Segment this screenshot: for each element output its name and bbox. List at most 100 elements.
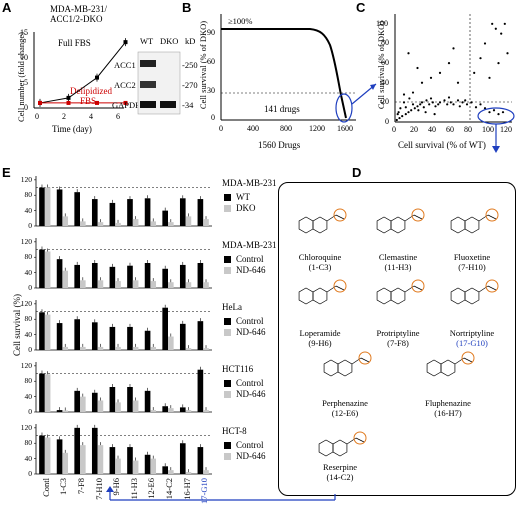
e-bar-a <box>91 199 98 226</box>
panel-c-xlabel: Cell survival (% of WT) <box>398 140 486 150</box>
panel-b-xlabel: 1560 Drugs <box>258 140 301 150</box>
drug-name: Reserpine <box>323 462 357 472</box>
c-point <box>501 111 505 114</box>
c-point <box>398 116 401 120</box>
blot-kd-1: -250 <box>182 60 198 70</box>
structure-protriptyline <box>376 279 425 305</box>
c-xtick: 0 <box>392 125 396 134</box>
e-legend-label: Control <box>236 378 264 388</box>
e-bar-a <box>91 427 98 474</box>
c-point <box>492 109 496 112</box>
e-ytick: 120 <box>20 422 32 432</box>
structure-nortriptyline <box>450 279 499 305</box>
c-point <box>419 103 422 106</box>
c-point <box>395 118 398 122</box>
b-xtick-0: 0 <box>219 124 223 133</box>
e-bar-a <box>109 266 116 288</box>
e-bar-b <box>203 470 209 474</box>
e-cell-line: HeLa <box>222 302 242 312</box>
e-legend-label: DKO <box>236 203 256 213</box>
e-bar-a <box>74 264 80 288</box>
c-point <box>411 103 415 106</box>
e-ytick: 120 <box>20 236 32 246</box>
panel-label-b: B <box>182 0 192 15</box>
c-point <box>425 99 428 102</box>
panel-label-d: D <box>352 165 362 180</box>
blot-kd: kD <box>185 36 196 46</box>
e-bar-b <box>62 346 69 350</box>
e-bar-a <box>39 249 45 288</box>
e-bar-b <box>115 402 121 412</box>
c-point <box>420 81 424 84</box>
b-xtick-2: 800 <box>280 124 292 133</box>
e-bar-a <box>127 447 133 474</box>
c-point <box>473 71 476 75</box>
drug-name: Protriptyline <box>376 328 420 338</box>
c-xtick: 100 <box>482 125 494 134</box>
c-point <box>424 111 427 114</box>
c-point <box>413 107 416 110</box>
drug-id: (7-F8) <box>387 338 409 348</box>
delip-label-1: Delipidized <box>70 86 112 96</box>
e-bar-b <box>97 346 104 350</box>
amine-highlight <box>333 208 347 222</box>
b-curve <box>221 28 347 119</box>
e-ytick: 80 <box>24 252 33 262</box>
amine-highlight <box>411 279 425 293</box>
e-bar-b <box>168 336 174 350</box>
structure-fluoxetine <box>450 208 499 234</box>
c-point <box>404 113 407 116</box>
drug-name: Nortriptyline <box>449 328 495 338</box>
e-ytick: 80 <box>24 314 33 324</box>
panel-a-chart <box>33 32 128 109</box>
e-bar-b <box>115 281 121 288</box>
c-point <box>488 111 491 114</box>
blot-row-acc1: ACC1 <box>114 60 136 70</box>
c-point <box>402 101 406 104</box>
structure-perphenazine <box>323 351 372 377</box>
e-legend-label: ND-646 <box>236 327 266 337</box>
structure-reserpine <box>318 431 367 457</box>
c-ytick: 60 <box>381 58 389 68</box>
c-ytick: 20 <box>381 97 389 107</box>
c-point <box>397 111 400 114</box>
e-bar-a <box>197 321 204 350</box>
c-xtick: 80 <box>464 125 472 134</box>
c-xtick: 40 <box>428 125 436 134</box>
e-bar-b <box>203 282 209 288</box>
e-bar-b <box>185 348 192 350</box>
e-bar-a <box>91 322 98 350</box>
e-category-label: 17-G10 <box>199 478 210 504</box>
e-bar-b <box>150 346 157 350</box>
blot-row-gapdh: GAPDH <box>112 100 142 110</box>
drug-id: (14-C2) <box>326 472 354 482</box>
e-bar-b <box>97 445 104 474</box>
c-point <box>449 101 452 104</box>
c-point <box>416 105 419 108</box>
e-bar-a <box>179 264 186 288</box>
c-point <box>458 105 461 108</box>
e-category-label: 12-E6 <box>146 478 157 499</box>
blot-col-wt: WT <box>140 36 154 46</box>
a-point <box>95 75 99 80</box>
c-point <box>396 113 399 116</box>
e-ytick: 80 <box>24 190 33 200</box>
c-point <box>443 99 446 102</box>
e-bar-a <box>39 187 45 226</box>
e-bar-a <box>162 268 168 288</box>
c-point <box>429 97 433 100</box>
e-bar-b <box>80 445 86 474</box>
c-point <box>461 101 464 104</box>
panel-b-chart <box>220 14 377 123</box>
c-point <box>431 101 434 104</box>
c-point <box>433 113 436 116</box>
e-category-label: 7-H10 <box>93 478 104 500</box>
e-bar-b <box>44 437 51 474</box>
e-ytick: 0 <box>28 407 32 416</box>
drug-id: (7-H10) <box>458 262 486 272</box>
a-point <box>123 40 128 45</box>
amine-highlight <box>411 208 425 222</box>
b-highlight-ellipse <box>335 93 353 123</box>
e-bar-b <box>132 460 139 474</box>
e-legend-swatch <box>224 194 231 201</box>
